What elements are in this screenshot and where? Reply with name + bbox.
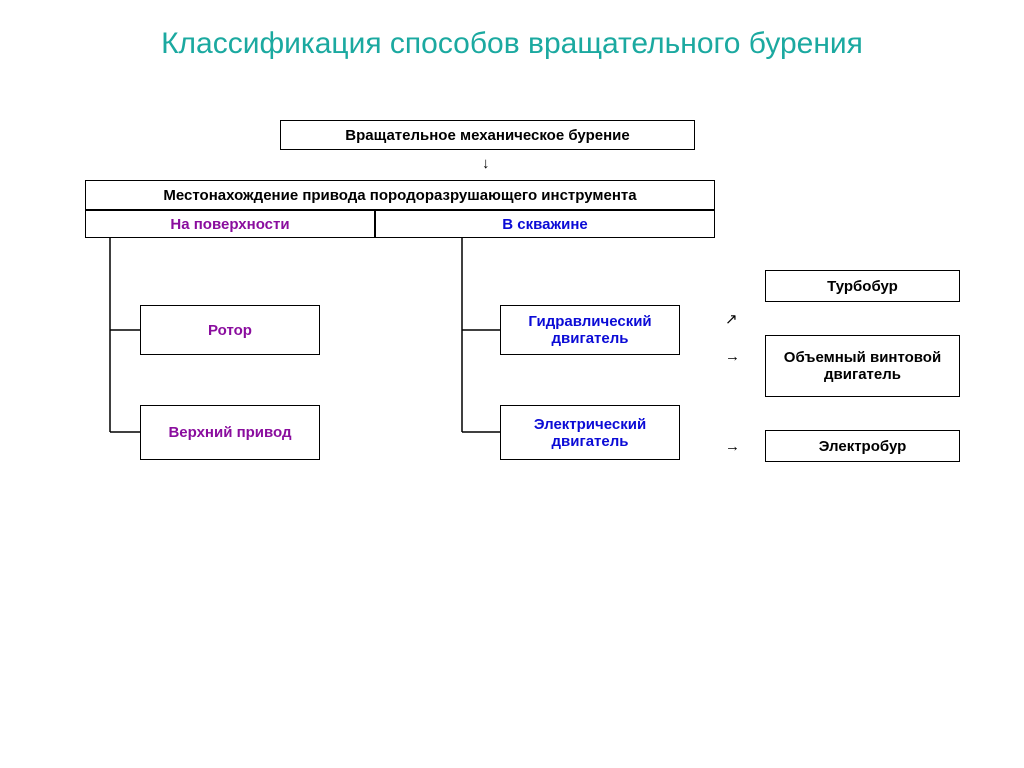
box-screw: Объемный винтовой двигатель [765,335,960,397]
box-root: Вращательное механическое бурение [280,120,695,150]
box-well: В скважине [375,210,715,238]
arrow-ne: ↗ [725,310,738,328]
box-rotor-label: Ротор [208,322,252,339]
arrow-e1: → [725,348,740,365]
box-location-label: Местонахождение привода породоразрушающе… [163,187,636,204]
box-turbo-label: Турбобур [827,278,898,295]
box-topdrive: Верхний привод [140,405,320,460]
arrow-down: ↓ [482,155,490,172]
box-electric-label: Электрический двигатель [507,416,673,450]
box-root-label: Вращательное механическое бурение [345,127,629,144]
box-rotor: Ротор [140,305,320,355]
box-electrobur: Электробур [765,430,960,462]
box-hydraulic: Гидравлический двигатель [500,305,680,355]
box-surface-label: На поверхности [170,216,289,233]
box-screw-label: Объемный винтовой двигатель [772,349,953,383]
box-electric: Электрический двигатель [500,405,680,460]
arrow-e2: → [725,438,740,455]
box-topdrive-label: Верхний привод [168,424,291,441]
box-location: Местонахождение привода породоразрушающе… [85,180,715,210]
box-well-label: В скважине [502,216,587,233]
box-turbo: Турбобур [765,270,960,302]
page-title: Классификация способов вращательного бур… [0,0,1024,63]
box-hydraulic-label: Гидравлический двигатель [507,313,673,347]
box-surface: На поверхности [85,210,375,238]
box-electrobur-label: Электробур [819,438,907,455]
